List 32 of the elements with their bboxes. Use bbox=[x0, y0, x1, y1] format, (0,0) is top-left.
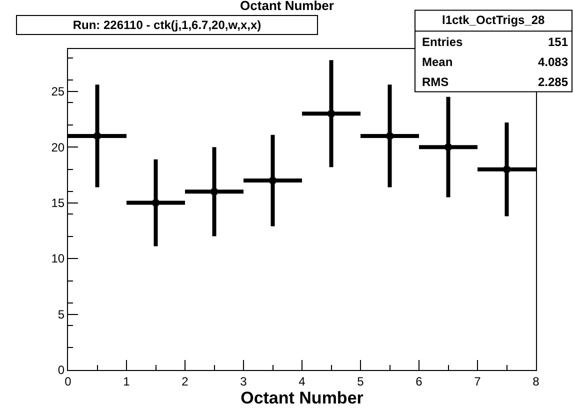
x-tick-label: 4 bbox=[298, 374, 306, 388]
x-tick-label: 2 bbox=[182, 374, 189, 388]
point bbox=[504, 166, 510, 172]
point bbox=[386, 132, 393, 139]
x-tick-label: 7 bbox=[474, 374, 482, 388]
text: l1ctk_OctTrigs_28 bbox=[442, 13, 546, 27]
text: 2.285 bbox=[538, 75, 568, 89]
text: 4.083 bbox=[538, 55, 568, 69]
y-tick-label: 10 bbox=[51, 252, 65, 266]
annotation: Entries bbox=[422, 35, 464, 49]
y-tick-label: 5 bbox=[58, 307, 65, 322]
x-tick-label: 1 bbox=[123, 374, 130, 388]
x-tick-label: 5 bbox=[357, 374, 364, 388]
y-tick-label: 25 bbox=[51, 84, 65, 99]
x-axis-title: Octant Number bbox=[240, 388, 364, 408]
point bbox=[270, 178, 276, 184]
point bbox=[211, 188, 218, 195]
y-tick-label: 0 bbox=[58, 363, 65, 378]
x-tick-label: 3 bbox=[240, 374, 248, 388]
x-tick-label: 8 bbox=[532, 374, 540, 388]
text: 151 bbox=[548, 35, 568, 49]
point bbox=[94, 132, 100, 139]
x-tick-label: 6 bbox=[416, 374, 423, 388]
text: Run: 226110 - ctk(j,1,6.7,20,w,x,x) bbox=[72, 18, 262, 32]
point bbox=[328, 110, 334, 117]
annotation: RMS bbox=[422, 75, 449, 89]
annotation: Mean bbox=[422, 55, 453, 69]
point bbox=[152, 200, 159, 206]
chart-title: Octant Number bbox=[240, 0, 334, 13]
y-tick-label: 20 bbox=[51, 140, 65, 154]
y-tick-label: 15 bbox=[51, 196, 65, 210]
point bbox=[445, 144, 452, 150]
